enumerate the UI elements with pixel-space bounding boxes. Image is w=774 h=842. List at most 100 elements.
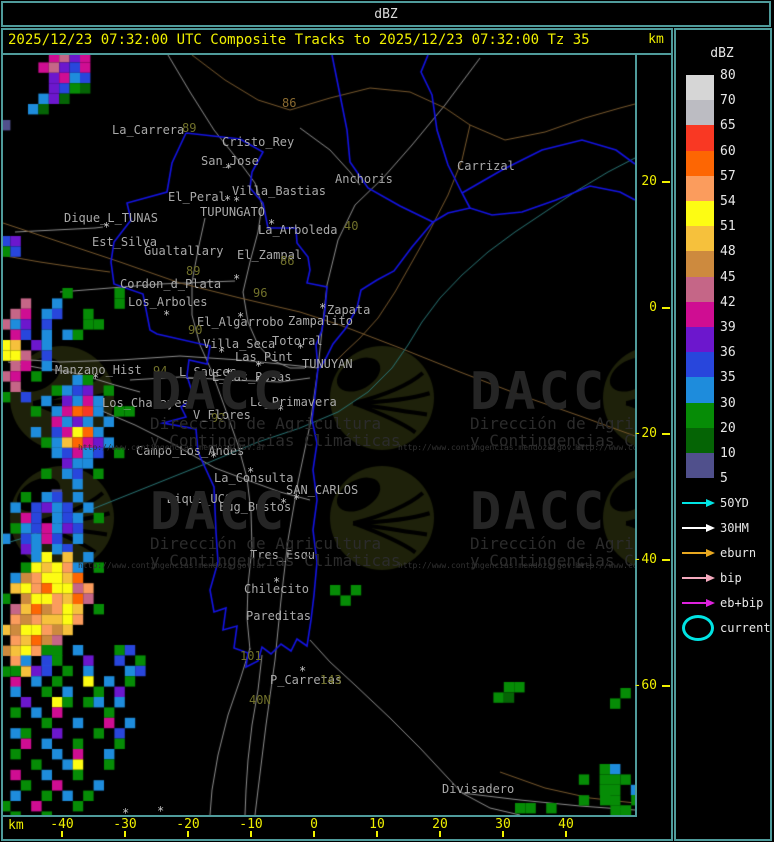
road-number-label: 86 <box>280 254 295 268</box>
scale-band <box>686 75 714 101</box>
town-label: Totoral <box>272 334 323 348</box>
town-label: Anchoris <box>335 172 393 186</box>
bottom-axis-tick <box>565 831 567 837</box>
road-number-label: 86 <box>282 96 297 110</box>
road-number-label: 96 <box>253 286 268 300</box>
scale-value-label: 30 <box>720 395 736 411</box>
scale-value-label: 54 <box>720 194 736 209</box>
50YD-arrow-icon <box>682 502 707 504</box>
map-viewport: La_Carrera Cristo_Rey San_Jose El_Peral Vill… <box>3 55 635 815</box>
bottom-axis-tick-label: 10 <box>369 817 385 832</box>
scale-value-label: 35 <box>720 370 736 386</box>
bottom-axis-tick-label: 20 <box>432 817 448 832</box>
legend-label: bip <box>720 571 742 585</box>
bip-arrow-icon <box>682 577 707 579</box>
bottom-axis-tick <box>187 831 189 837</box>
town-marker: * <box>299 664 307 678</box>
town-marker: * <box>247 465 255 479</box>
town-label: TUNUYAN <box>302 357 353 371</box>
bottom-axis-tick-label: -40 <box>50 817 74 832</box>
town-marker: * <box>122 806 130 815</box>
bottom-axis-tick-label: 30 <box>495 817 511 832</box>
legend-label: eb+bip <box>720 596 764 610</box>
watermark-subtitle: y Contingencias Climáticas <box>470 431 635 450</box>
scale-value-label: 20 <box>720 420 736 436</box>
town-marker: * <box>293 492 301 506</box>
bottom-axis-unit: km <box>8 818 24 833</box>
watermark-brand: DACC <box>470 362 608 422</box>
30HM-arrow-icon <box>682 527 707 529</box>
50YD-arrowhead-icon <box>706 499 715 507</box>
town-label: Zampalito <box>288 314 354 328</box>
town-label: El_Algarrobo <box>197 315 284 329</box>
watermark-subtitle: y Contingencias Climáticas <box>150 551 401 570</box>
town-label: Dique_UCO <box>167 492 233 506</box>
scale-value-label: 60 <box>720 143 736 159</box>
town-marker: * <box>103 220 111 234</box>
town-label: Tres_Esqu <box>250 548 316 562</box>
legend-label: eburn <box>720 546 757 560</box>
scale-band <box>686 377 714 403</box>
road-number-label: 92 <box>211 411 226 425</box>
title-bar: dBZ <box>1 1 771 27</box>
scale-band <box>686 125 714 151</box>
town-marker: * <box>225 366 233 380</box>
scale-value-label: 39 <box>720 320 736 335</box>
scale-band <box>686 150 714 176</box>
watermark-subtitle: y Contingencias Climáticas <box>150 431 401 450</box>
map-bottom-border <box>3 815 637 817</box>
scale-band <box>686 427 714 453</box>
town-label: La_Arboleda <box>258 223 338 237</box>
town-marker: * <box>237 310 245 324</box>
bottom-axis-tick <box>313 831 315 837</box>
town-marker: * <box>277 403 285 417</box>
scale-band <box>686 201 714 227</box>
town-label: E_Las_Rosas <box>212 370 292 384</box>
watermark-brand: DACC <box>150 482 288 542</box>
right-axis-tick <box>662 685 670 687</box>
road-number-label: 89 <box>186 264 201 278</box>
scale-band <box>686 100 714 126</box>
scale-band <box>686 251 714 277</box>
watermark-url: http://www.contingencias.mendoza.gov.ar <box>398 443 586 452</box>
scale-band <box>686 301 714 327</box>
scale-band <box>686 453 714 479</box>
bottom-axis-tick <box>376 831 378 837</box>
right-axis-tick <box>662 307 670 309</box>
bip-arrowhead-icon <box>706 574 715 582</box>
town-label: Pareditas <box>246 609 312 623</box>
town-marker: * <box>268 217 276 231</box>
scale-value-label: 51 <box>720 219 736 235</box>
right-axis-tick-label: 20 <box>641 174 657 189</box>
bottom-axis-tick-label: -10 <box>239 817 263 832</box>
scale-value-label: 42 <box>720 294 736 310</box>
legend-label: 30HM <box>720 521 749 535</box>
watermark-subtitle: Dirección de Agricultura <box>470 414 635 433</box>
legend-label: 50YD <box>720 496 749 510</box>
current-cell-ellipse-icon <box>682 615 714 641</box>
scale-band <box>686 402 714 428</box>
town-label: Villa_Bastias <box>232 184 326 198</box>
road-number-label: 94 <box>153 364 168 378</box>
town-marker: * <box>210 450 218 464</box>
town-label: Cristo_Rey <box>222 135 295 149</box>
road-number-label: 101 <box>240 649 262 663</box>
bottom-axis-tick <box>250 831 252 837</box>
scale-value-label: 45 <box>720 269 736 285</box>
road-number-label: 40 <box>344 219 359 233</box>
town-label: La_Carrera <box>112 123 185 137</box>
watermark-url: http://www.contingencias.mendoza.gov.ar <box>575 443 635 452</box>
right-axis-tick <box>662 559 670 561</box>
scale-band <box>686 276 714 302</box>
eb+bip-arrowhead-icon <box>706 599 715 607</box>
town-label: Zapata <box>327 303 371 317</box>
town-label: Eug_Bustos <box>219 500 292 514</box>
bottom-axis-tick-label: 40 <box>558 817 574 832</box>
right-axis-tick-label: 0 <box>649 300 657 315</box>
town-label: V_Flores <box>193 408 251 422</box>
bottom-axis-tick <box>439 831 441 837</box>
watermark-subtitle: Dirección de Agricultura <box>150 534 382 553</box>
scale-value-label: 70 <box>720 93 736 109</box>
town-marker: * <box>157 804 165 815</box>
town-label: Villa_Seca <box>203 337 276 351</box>
